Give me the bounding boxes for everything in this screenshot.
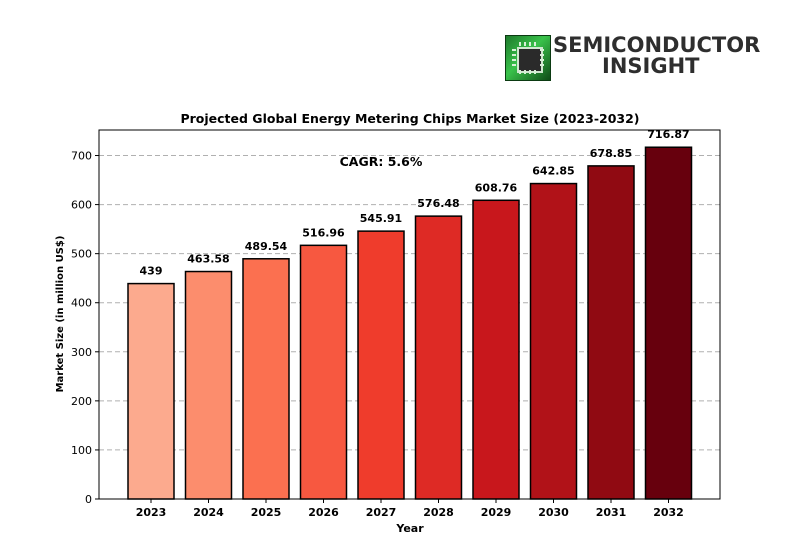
data-label: 608.76 [475,181,518,194]
data-label: 642.85 [532,165,574,178]
bar [357,230,405,500]
y-tick-label: 0 [85,493,92,506]
bar [242,258,290,500]
data-label: 439 [140,265,163,278]
x-axis-title: Year [395,522,424,535]
cagr-annotation: CAGR: 5.6% [340,154,423,169]
logo-text-line2: INSIGHT [602,54,700,78]
data-label: 545.91 [360,212,402,225]
x-tick-label: 2023 [136,506,167,519]
y-tick-label: 100 [71,444,92,457]
bar [587,165,635,500]
y-axis-title: Market Size (in million US$) [55,236,66,393]
bar [529,182,578,500]
x-tick-label: 2031 [596,506,627,519]
x-tick-label: 2032 [653,506,684,519]
y-tick-label: 300 [71,346,92,359]
x-tick-label: 2030 [538,506,569,519]
microchip-icon [505,35,551,81]
brand-logo: SEMICONDUCTOR INSIGHT [505,33,760,81]
y-tick-label: 600 [71,199,92,212]
bar [472,199,520,500]
plot-frame [98,129,721,500]
x-tick-label: 2024 [193,506,224,519]
y-tick-label: 500 [71,248,92,261]
x-tick-label: 2025 [251,506,282,519]
x-tick-label: 2027 [366,506,397,519]
y-tick-label: 200 [71,395,92,408]
data-label: 516.96 [302,226,345,239]
data-label: 489.54 [245,240,288,253]
x-axis: 2023 2024 2025 2026 2027 2028 2029 2030 2031 2032 [136,499,684,519]
x-tick-label: 2026 [308,506,339,519]
bar [299,244,348,500]
bar [184,270,233,500]
data-label: 576.48 [417,197,459,210]
data-label: 716.87 [647,128,689,141]
bars [127,146,693,500]
value-labels: 439 463.58 489.54 516.96 545.91 576.48 608.76 6… [140,128,690,277]
data-label: 678.85 [590,147,632,160]
chart-title: Projected Global Energy Metering Chips M… [180,111,639,126]
bar [127,282,175,500]
x-tick-label: 2029 [481,506,512,519]
y-tick-label: 400 [71,297,92,310]
y-tick-label: 700 [71,150,92,163]
x-tick-label: 2028 [423,506,454,519]
logo-text-line1: SEMICONDUCTOR [553,33,761,57]
data-label: 463.58 [187,253,229,266]
bar [414,215,463,500]
y-axis: 0 100 200 300 400 500 600 700 [71,150,99,506]
bar [644,146,693,500]
